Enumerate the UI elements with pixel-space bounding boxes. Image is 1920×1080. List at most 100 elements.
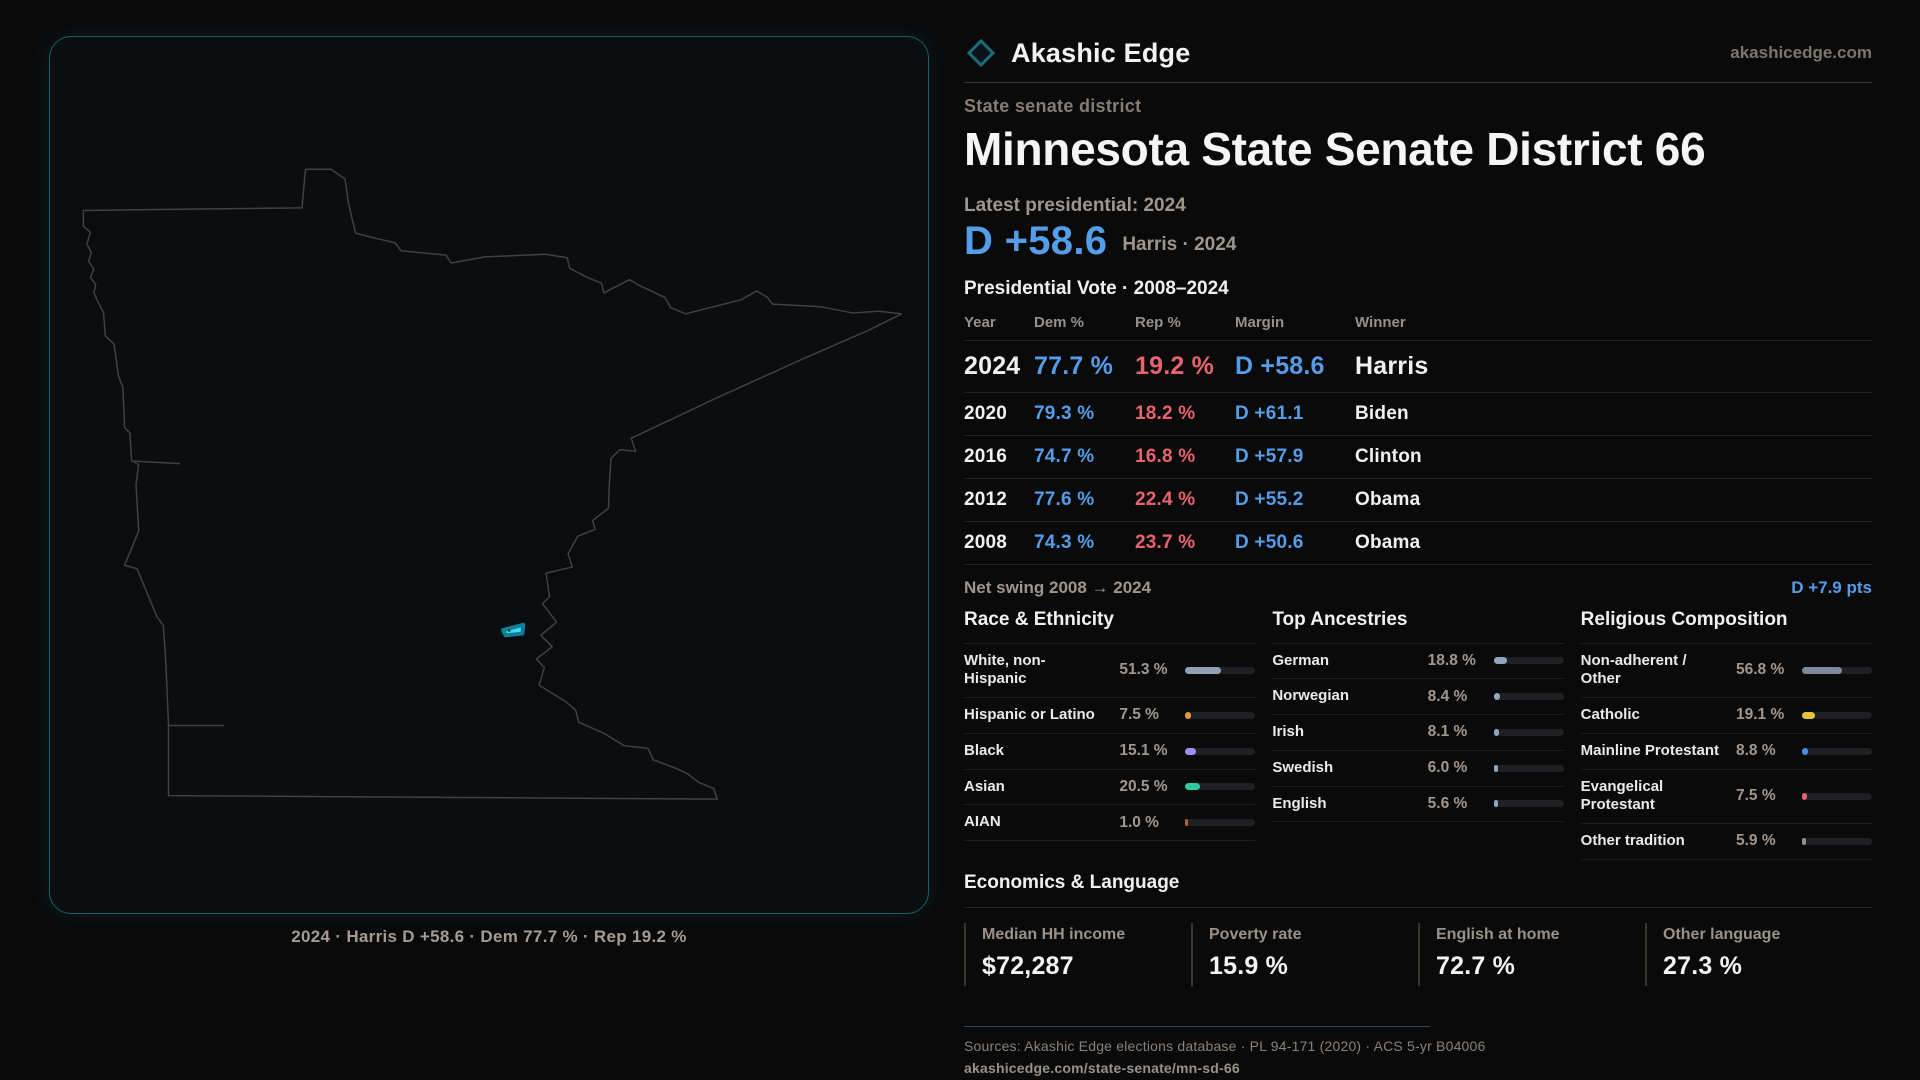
econ-stat-value: 15.9 %	[1209, 951, 1289, 980]
latest-margin-row: D +58.6 Harris · 2024	[964, 219, 1872, 263]
col-header-margin: Margin	[1235, 313, 1285, 331]
econ-stat-label: Median HH income	[982, 925, 1126, 943]
demo-row: German 18.8 %	[1272, 644, 1564, 680]
col-header-dem: Dem %	[1034, 313, 1085, 331]
brand-diamond-icon	[966, 38, 996, 68]
state-map-panel	[49, 36, 929, 914]
net-swing-row: Net swing 2008 → 2024 D +7.9 pts	[964, 565, 1872, 607]
demo-row-bar	[1802, 666, 1872, 674]
demo-row-label: AIAN	[964, 813, 1001, 831]
demo-row-bar-fill	[1493, 657, 1507, 665]
vote-cell-margin: D +55.2	[1235, 488, 1304, 510]
econ-stat: English at home 72.7 %	[1418, 922, 1645, 986]
col-header-winner: Winner	[1355, 313, 1406, 331]
vote-cell-rep: 22.4 %	[1135, 488, 1196, 510]
demo-row: Swedish 6.0 %	[1272, 751, 1564, 787]
minnesota-state-outline	[83, 169, 901, 799]
vote-cell-margin: D +61.1	[1235, 402, 1304, 424]
footer: Sources: Akashic Edge elections database…	[964, 1025, 1485, 1078]
economics-stats: Median HH income $72,287 Poverty rate 15.9 …	[964, 922, 1872, 986]
vote-row-2012: 2012 77.6 % 22.4 % D +55.2 Obama	[964, 479, 1872, 522]
demo-row-label: Asian	[964, 777, 1005, 795]
demo-row-bar-fill	[1802, 837, 1807, 845]
demo-row-label: Swedish	[1272, 758, 1334, 776]
vote-cell-winner: Obama	[1355, 488, 1421, 510]
demo-row-bar	[1185, 783, 1256, 791]
econ-stat-label: Other language	[1663, 925, 1781, 943]
demo-column-top-ancestries: Top Ancestries German 18.8 % Norwegian 8.4 %…	[1272, 609, 1564, 860]
demo-row-value: 7.5 %	[1119, 706, 1159, 724]
demo-row-label: Hispanic or Latino	[964, 706, 1095, 723]
presidential-vote-table: Year Dem % Rep % Margin Winner 2024 77.7 …	[964, 308, 1872, 565]
vote-cell-winner: Harris	[1355, 351, 1429, 380]
latest-margin-subtext: Harris · 2024	[1122, 233, 1237, 255]
vote-cell-year: 2016	[964, 445, 1008, 467]
demo-row-bar	[1802, 711, 1872, 719]
col-header-rep: Rep %	[1135, 313, 1181, 331]
demo-row-bar	[1493, 728, 1564, 736]
vote-cell-margin: D +57.9	[1235, 445, 1304, 467]
vote-row-2024: 2024 77.7 % 19.2 % D +58.6 Harris	[964, 341, 1872, 393]
brand-name: Akashic Edge	[1011, 37, 1191, 68]
demo-row-bar	[1802, 747, 1872, 755]
demo-row-bar-fill	[1802, 747, 1809, 755]
demo-row: AIAN 1.0 %	[964, 805, 1256, 841]
minnesota-map	[50, 37, 928, 913]
demo-row-label: White, non- Hispanic	[964, 651, 1046, 688]
demo-row-value: 5.6 %	[1427, 794, 1468, 812]
brand-header: Akashic Edge akashicedge.com	[964, 30, 1872, 76]
demo-row-bar-fill	[1185, 747, 1196, 755]
demo-row-label: Non-adherent / Other	[1580, 651, 1687, 688]
vote-cell-dem: 79.3 %	[1034, 402, 1095, 424]
demo-column-title: Religious Composition	[1580, 609, 1872, 644]
demo-row-bar	[1493, 693, 1564, 701]
vote-cell-winner: Biden	[1355, 402, 1409, 424]
demo-row-bar-fill	[1185, 666, 1222, 674]
latest-margin-value: D +58.6	[964, 218, 1108, 263]
report-content: Akashic Edge akashicedge.com State senat…	[964, 30, 1872, 1078]
brand-domain-link[interactable]: akashicedge.com	[1730, 43, 1872, 62]
demographics-grid: Race & Ethnicity White, non- Hispanic 51.3…	[964, 609, 1872, 860]
demo-row: Hispanic or Latino 7.5 %	[964, 698, 1256, 734]
econ-stat-value: $72,287	[982, 951, 1074, 980]
demo-row-bar	[1493, 764, 1564, 772]
vote-cell-winner: Obama	[1355, 531, 1421, 553]
demo-row-label: Catholic	[1580, 706, 1640, 723]
demo-row: Catholic 19.1 %	[1580, 698, 1872, 734]
vote-cell-margin: D +58.6	[1235, 351, 1325, 380]
net-swing-value: D +7.9 pts	[1791, 577, 1872, 597]
demo-row: Evangelical Protestant 7.5 %	[1580, 770, 1872, 824]
demo-row-value: 18.8 %	[1427, 651, 1476, 669]
vote-row-2016: 2016 74.7 % 16.8 % D +57.9 Clinton	[964, 436, 1872, 479]
demo-row-bar	[1185, 711, 1256, 719]
permalink-link[interactable]: akashicedge.com/state-senate/mn-sd-66	[964, 1059, 1240, 1076]
demo-row-label: Irish	[1272, 723, 1305, 740]
vote-cell-year: 2024	[964, 351, 1021, 380]
demo-row-bar-fill	[1802, 666, 1842, 674]
demo-row-label: English	[1272, 794, 1327, 812]
econ-stat: Poverty rate 15.9 %	[1191, 922, 1418, 986]
demo-row-bar	[1493, 800, 1564, 808]
demo-row-bar-fill	[1802, 792, 1808, 800]
demo-row-value: 5.9 %	[1736, 832, 1776, 850]
header-divider	[964, 82, 1872, 83]
vote-cell-dem: 77.7 %	[1034, 351, 1114, 380]
demo-row-label: Norwegian	[1272, 687, 1350, 705]
econ-stat-label: Poverty rate	[1209, 925, 1302, 943]
demo-row-label: Evangelical Protestant	[1580, 777, 1664, 814]
demo-row-bar-fill	[1493, 764, 1498, 772]
demo-row-value: 8.4 %	[1427, 687, 1468, 705]
page-title: Minnesota State Senate District 66	[964, 123, 1706, 175]
demo-row: Mainline Protestant 8.8 %	[1580, 734, 1872, 770]
demo-row-value: 15.1 %	[1119, 742, 1168, 760]
demo-row-bar-fill	[1493, 800, 1498, 808]
demo-row-bar	[1802, 837, 1872, 845]
demo-row: White, non- Hispanic 51.3 %	[964, 644, 1256, 698]
econ-stat-value: 27.3 %	[1663, 951, 1743, 980]
demo-row: English 5.6 %	[1272, 787, 1564, 823]
vote-row-2020: 2020 79.3 % 18.2 % D +61.1 Biden	[964, 393, 1872, 436]
net-swing-label: Net swing 2008 → 2024	[964, 577, 1152, 597]
latest-presidential-label: Latest presidential: 2024	[964, 194, 1186, 216]
demo-row-value: 8.1 %	[1427, 723, 1468, 741]
vote-table-header: Year Dem % Rep % Margin Winner	[964, 308, 1872, 341]
